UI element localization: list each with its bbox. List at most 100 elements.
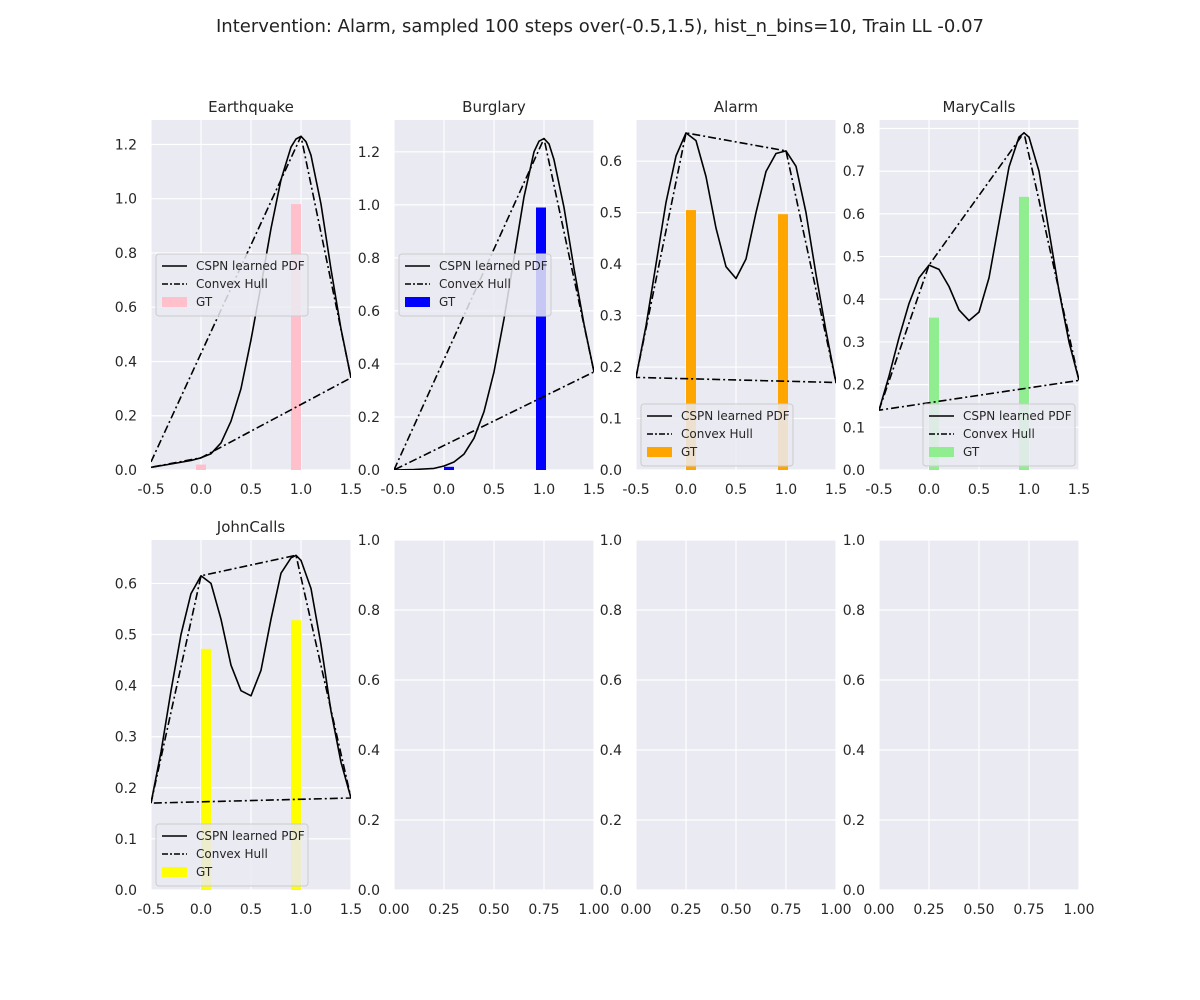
y-tick-label: 0.6 [115, 576, 137, 592]
legend-label: CSPN learned PDF [439, 259, 548, 273]
x-tick-label: 1.00 [820, 902, 851, 918]
legend: CSPN learned PDF Convex Hull GT [398, 253, 552, 317]
y-tick-label: 0.0 [115, 463, 137, 479]
learned-pdf-line [879, 132, 1079, 411]
y-tick-label: 0.6 [600, 154, 622, 170]
y-tick-label: 0.2 [600, 360, 622, 376]
legend-frame [155, 253, 309, 317]
legend-label: CSPN learned PDF [196, 829, 305, 843]
x-tick-label: -0.5 [137, 902, 164, 918]
legend-label: GT [439, 295, 456, 309]
legend-frame [398, 253, 552, 317]
x-tick-label: 0.5 [483, 482, 505, 498]
gt-bar [291, 620, 301, 890]
legend: CSPN learned PDF Convex Hull GT [155, 823, 309, 887]
x-tick-label: 0.0 [190, 482, 212, 498]
y-tick-label: 0.2 [600, 813, 622, 829]
x-tick-label: 0.75 [528, 902, 559, 918]
y-tick-label: 0.8 [115, 246, 137, 262]
y-tick-label: 0.6 [358, 673, 380, 689]
y-tick-label: 0.2 [115, 409, 137, 425]
gt-bar [536, 207, 546, 470]
x-tick-label: 0.50 [478, 902, 509, 918]
convex-hull-line [151, 554, 351, 804]
x-tick-label: 0.25 [913, 902, 944, 918]
x-tick-label: -0.5 [380, 482, 407, 498]
gt-bar [201, 648, 211, 890]
gt-bar [778, 214, 788, 470]
y-tick-label: 1.0 [358, 198, 380, 214]
y-tick-label: 0.5 [600, 206, 622, 222]
x-tick-label: 1.5 [1068, 482, 1090, 498]
legend-label: Convex Hull [963, 427, 1035, 441]
y-tick-label: 0.4 [115, 354, 137, 370]
x-tick-label: 0.75 [770, 902, 801, 918]
subplot-title: Earthquake [208, 98, 294, 116]
y-tick-label: 1.0 [115, 192, 137, 208]
y-tick-label: 0.0 [843, 883, 865, 899]
y-tick-label: 0.2 [843, 813, 865, 829]
y-tick-label: 1.0 [358, 533, 380, 549]
x-tick-label: -0.5 [622, 482, 649, 498]
legend-frame [155, 823, 309, 887]
x-tick-label: 0.5 [240, 482, 262, 498]
x-tick-label: 0.00 [378, 902, 409, 918]
x-tick-label: 0.5 [968, 482, 990, 498]
y-tick-label: 0.4 [843, 292, 865, 308]
legend: CSPN learned PDF Convex Hull GT [922, 403, 1076, 467]
y-tick-label: 0.6 [843, 673, 865, 689]
y-tick-label: 0.0 [600, 463, 622, 479]
legend-frame [640, 403, 794, 467]
x-tick-label: 1.5 [340, 902, 362, 918]
y-tick-label: 0.3 [600, 309, 622, 325]
legend-swatch [929, 447, 954, 457]
x-tick-label: 0.0 [675, 482, 697, 498]
subplot-3: -0.5 0.0 0.5 1.0 1.50.00.10.20.30.40.50.6Ala… [600, 98, 847, 498]
gt-bar [291, 204, 301, 470]
y-tick-label: 1.2 [115, 137, 137, 153]
x-tick-label: 0.0 [190, 902, 212, 918]
y-tick-label: 0.3 [843, 335, 865, 351]
y-tick-label: 0.4 [600, 743, 622, 759]
y-tick-label: 1.0 [843, 533, 865, 549]
y-tick-label: 0.2 [115, 781, 137, 797]
subplot-1: -0.5 0.0 0.5 1.0 1.50.00.20.40.60.81.01.2Ear… [115, 98, 362, 498]
legend-label: GT [681, 445, 698, 459]
y-tick-label: 0.0 [843, 463, 865, 479]
y-tick-label: 0.2 [358, 813, 380, 829]
legend-label: GT [963, 445, 980, 459]
gt-bar [1019, 196, 1029, 470]
subplot-7: 0.00 0.25 0.50 0.75 1.00 0.0 0.2 0.4 0.6 0.8 1.0 [600, 533, 852, 918]
subplot-8: 0.00 0.25 0.50 0.75 1.00 0.0 0.2 0.4 0.6 0.8 1.0 [843, 533, 1095, 918]
subplot-title: Alarm [714, 98, 758, 116]
x-tick-label: 0.0 [918, 482, 940, 498]
learned-pdf-line [151, 554, 351, 804]
y-tick-label: 0.4 [358, 357, 380, 373]
y-tick-label: 0.0 [358, 883, 380, 899]
y-tick-label: 0.4 [600, 257, 622, 273]
legend-swatch [162, 297, 187, 307]
x-tick-label: 1.5 [583, 482, 605, 498]
legend-label: Convex Hull [196, 277, 268, 291]
data-layer [636, 132, 836, 470]
subplot-4: -0.5 0.0 0.5 1.0 1.50.00.10.20.30.40.50.60.7… [843, 98, 1090, 498]
legend: CSPN learned PDF Convex Hull GT [640, 403, 794, 467]
y-tick-label: 0.4 [115, 679, 137, 695]
legend-label: CSPN learned PDF [196, 259, 305, 273]
y-tick-label: 0.1 [600, 412, 622, 428]
x-tick-label: 1.5 [340, 482, 362, 498]
gt-bar [196, 464, 206, 470]
subplot-6: 0.00 0.25 0.50 0.75 1.00 0.0 0.2 0.4 0.6 0.8 1.0 [358, 533, 610, 918]
y-tick-label: 0.0 [600, 883, 622, 899]
x-tick-label: 0.75 [1013, 902, 1044, 918]
convex-hull-line [879, 132, 1079, 411]
subplot-title: MaryCalls [943, 98, 1016, 116]
legend-label: CSPN learned PDF [681, 409, 790, 423]
gt-bar [444, 466, 454, 470]
figure-suptitle: Intervention: Alarm, sampled 100 steps o… [215, 16, 984, 37]
subplot-title: JohnCalls [216, 518, 286, 536]
legend-frame [922, 403, 1076, 467]
y-tick-label: 0.8 [843, 603, 865, 619]
y-tick-label: 0.2 [843, 378, 865, 394]
